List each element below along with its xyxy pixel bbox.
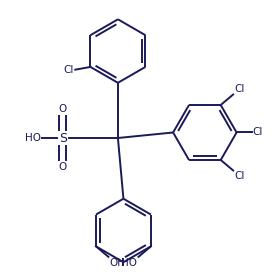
Text: S: S bbox=[59, 131, 67, 145]
Text: Cl: Cl bbox=[64, 65, 74, 75]
Text: OH: OH bbox=[109, 258, 125, 268]
Text: Cl: Cl bbox=[234, 171, 244, 181]
Text: HO: HO bbox=[121, 258, 137, 268]
Text: Cl: Cl bbox=[253, 128, 263, 137]
Text: O: O bbox=[59, 104, 67, 114]
Text: O: O bbox=[59, 162, 67, 172]
Text: HO: HO bbox=[25, 133, 41, 143]
Text: Cl: Cl bbox=[234, 84, 244, 94]
